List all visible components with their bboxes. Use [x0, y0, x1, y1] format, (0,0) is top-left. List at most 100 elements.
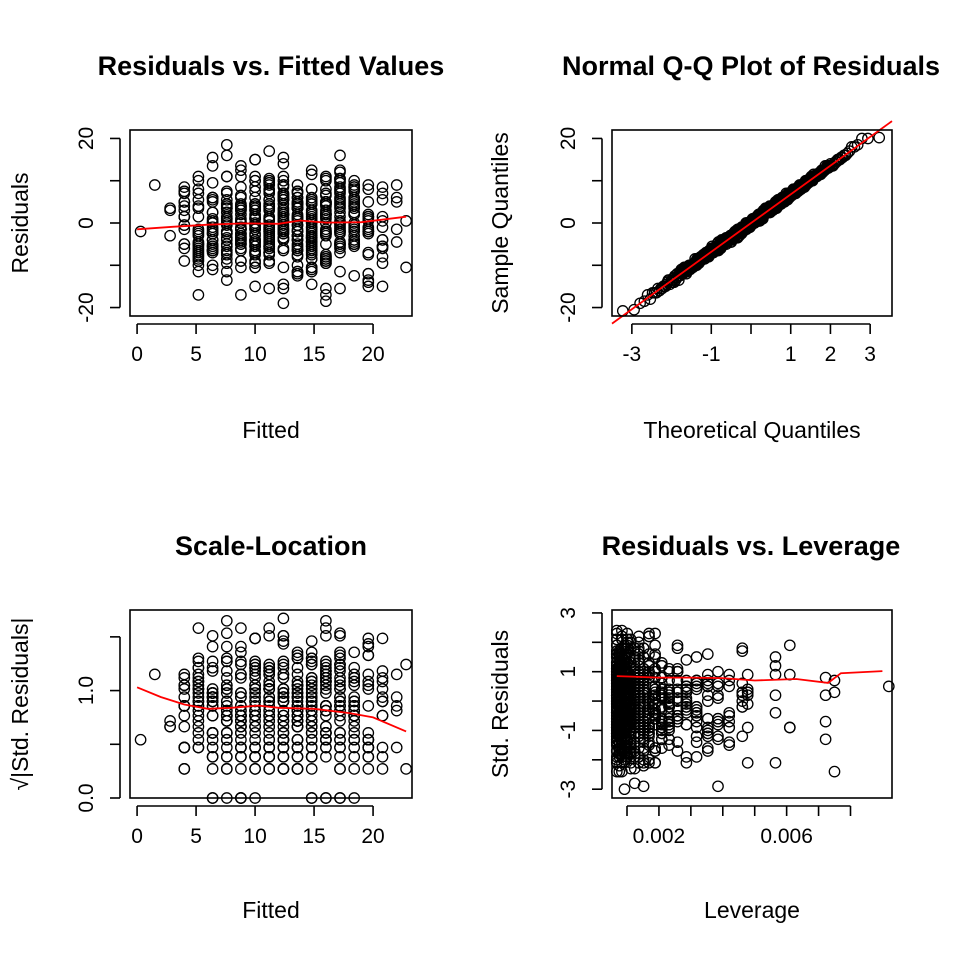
data-point — [362, 750, 375, 763]
data-point — [690, 704, 703, 716]
data-point — [249, 153, 261, 166]
x-tick-label: 5 — [190, 825, 202, 848]
data-point — [263, 683, 276, 695]
data-point — [663, 662, 675, 675]
data-point — [220, 193, 233, 206]
data-point — [362, 196, 375, 208]
data-point — [277, 179, 290, 191]
data-point — [649, 704, 661, 716]
data-point — [192, 265, 205, 278]
data-point — [334, 206, 346, 219]
data-point — [277, 242, 290, 255]
data-point — [305, 217, 318, 229]
data-point — [192, 661, 205, 674]
data-point — [334, 679, 346, 692]
data-point — [249, 200, 261, 212]
data-point — [178, 691, 191, 703]
data-point — [643, 648, 655, 660]
data-point — [220, 665, 233, 677]
data-point — [376, 632, 389, 645]
data-point — [320, 672, 332, 684]
data-point — [235, 646, 247, 659]
data-point — [334, 629, 346, 642]
data-point — [621, 657, 634, 669]
data-point — [882, 680, 895, 693]
data-point — [655, 727, 668, 740]
data-point — [206, 661, 219, 674]
data-point — [400, 261, 412, 274]
data-point — [655, 659, 668, 672]
data-point — [178, 709, 191, 722]
data-point — [305, 700, 318, 712]
data-point — [277, 297, 290, 310]
data-point — [334, 672, 346, 684]
x-tick-label: 5 — [190, 343, 202, 366]
data-point — [320, 295, 332, 308]
data-point — [643, 721, 655, 734]
data-point — [320, 665, 332, 677]
data-point — [628, 303, 640, 316]
data-point — [178, 238, 191, 250]
data-point — [305, 727, 318, 739]
data-point — [305, 763, 318, 775]
data-point — [655, 704, 668, 716]
data-point — [305, 652, 318, 665]
data-point — [655, 718, 668, 731]
data-point — [164, 229, 176, 242]
data-point — [220, 652, 233, 665]
data-point — [178, 741, 191, 754]
x-tick-label: 0 — [131, 343, 143, 366]
smooth-line — [137, 215, 407, 231]
data-point — [621, 677, 634, 690]
data-point — [249, 255, 261, 267]
data-point — [206, 629, 219, 642]
data-point — [206, 176, 219, 189]
data-point — [348, 672, 361, 684]
data-point — [362, 741, 375, 754]
x-tick-label: 0 — [131, 825, 143, 848]
data-point — [192, 193, 205, 206]
panel-residuals-vs-fitted: Residuals vs. Fitted Values 0 5 10 15 20 -20… — [7, 51, 444, 443]
data-point — [741, 689, 754, 702]
data-point — [655, 715, 668, 728]
data-point — [220, 149, 233, 162]
data-point — [334, 649, 346, 662]
data-point — [291, 679, 304, 692]
data-point — [263, 234, 276, 246]
data-point — [362, 276, 375, 289]
data-point — [376, 242, 389, 255]
data-point — [277, 210, 290, 223]
data-point — [701, 745, 714, 757]
data-point — [206, 640, 219, 653]
x-tick-label: 20 — [361, 343, 384, 366]
x-tick-label: 1 — [785, 343, 797, 366]
data-point — [291, 234, 304, 246]
data-point — [655, 683, 668, 696]
data-point — [334, 709, 346, 722]
data-point — [220, 741, 233, 754]
data-point — [334, 627, 346, 640]
data-point — [249, 261, 261, 274]
data-point — [305, 183, 318, 196]
data-point — [277, 157, 290, 170]
data-point — [235, 231, 247, 244]
data-point — [277, 234, 290, 246]
data-point — [348, 646, 361, 659]
data-point — [220, 138, 233, 151]
data-point — [291, 242, 304, 255]
data-point — [192, 187, 205, 200]
data-point — [663, 724, 675, 737]
data-point — [235, 640, 247, 653]
data-point — [655, 701, 668, 713]
data-point — [348, 269, 361, 282]
y-axis-label: √|Std. Residuals| — [7, 618, 33, 791]
data-point — [220, 206, 233, 219]
data-point — [305, 253, 318, 265]
data-point — [334, 750, 346, 763]
data-point — [624, 733, 637, 746]
data-point — [192, 683, 205, 695]
data-point — [277, 763, 290, 775]
data-point — [291, 649, 304, 662]
data-point — [206, 160, 219, 172]
data-point — [663, 686, 675, 699]
